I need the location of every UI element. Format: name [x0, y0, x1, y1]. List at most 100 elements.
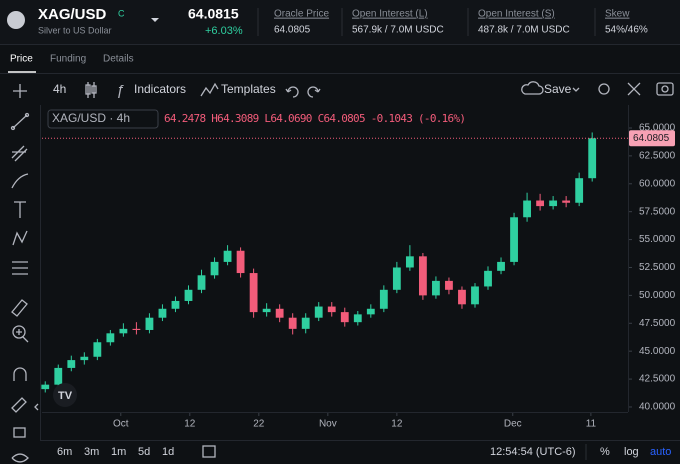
- percent-toggle[interactable]: %: [600, 446, 610, 458]
- save-icon[interactable]: [521, 81, 544, 95]
- save-dropdown[interactable]: [572, 87, 580, 92]
- stat-value: 567.9k / 7.0M USDC: [352, 25, 444, 36]
- y-tick-label: 65.0000: [639, 123, 676, 134]
- candle-body: [458, 289, 466, 305]
- range-button[interactable]: 1d: [162, 446, 174, 458]
- interval[interactable]: 4h: [53, 82, 66, 96]
- range-button[interactable]: 5d: [138, 446, 150, 458]
- y-tick-label: 57.5000: [639, 206, 676, 217]
- legend-symbol: XAG/USD · 4h: [52, 111, 130, 125]
- candle-body: [132, 328, 141, 330]
- candle-body: [549, 200, 558, 207]
- collapse-tools[interactable]: [34, 403, 39, 411]
- tab[interactable]: Price: [10, 54, 33, 65]
- drawing-tools[interactable]: [10, 84, 30, 463]
- candle-body: [353, 314, 362, 323]
- candle-body: [340, 312, 349, 323]
- y-tick-label: 42.5000: [639, 374, 676, 385]
- screenshot[interactable]: [656, 82, 674, 96]
- candle-body: [301, 317, 310, 329]
- x-tick-label: 12: [184, 419, 196, 430]
- screenshot-lens: [661, 85, 669, 93]
- candle-body: [432, 280, 440, 296]
- candle-body: [119, 328, 128, 334]
- candle-body: [93, 342, 102, 357]
- chart-type-icon[interactable]: [85, 82, 97, 98]
- candle-body: [288, 317, 297, 329]
- symbol-name: Silver to US Dollar: [38, 25, 112, 35]
- candle-body: [405, 256, 414, 268]
- candle-body: [145, 317, 154, 330]
- candle-body: [249, 273, 258, 313]
- stat-value: 54%/46%: [605, 25, 648, 36]
- stat-value: 64.0805: [274, 25, 311, 36]
- candle-body: [171, 300, 180, 309]
- x-tick-label: 11: [586, 419, 597, 430]
- symbol-dropdown[interactable]: [151, 18, 159, 22]
- settings[interactable]: [598, 83, 610, 95]
- asset-icon: [7, 11, 25, 29]
- calendar[interactable]: [202, 445, 216, 458]
- candle-body: [471, 286, 479, 305]
- tab[interactable]: Details: [103, 54, 134, 65]
- candle-body: [223, 250, 232, 262]
- y-tick-label: 55.0000: [639, 234, 676, 245]
- templates-icon[interactable]: [200, 82, 219, 97]
- templates-button[interactable]: Templates: [221, 82, 276, 96]
- symbol[interactable]: XAG/USD: [38, 6, 107, 23]
- candle-body: [184, 289, 193, 301]
- legend-ohlc: 64.2478 H64.3089 L64.0690 C64.0805 -0.10…: [164, 112, 466, 125]
- candle-body: [210, 261, 219, 276]
- candle-body: [510, 217, 518, 262]
- candle-body: [536, 200, 545, 207]
- x-tick-label: Dec: [504, 419, 522, 430]
- candle-body: [588, 138, 597, 179]
- log-toggle[interactable]: log: [624, 446, 639, 458]
- range-button[interactable]: 6m: [57, 446, 72, 458]
- candle-body: [158, 308, 167, 318]
- redo[interactable]: [307, 86, 321, 98]
- candle-body: [392, 267, 401, 290]
- y-tick-label: 50.0000: [639, 290, 676, 301]
- last-price-tag: [629, 130, 675, 147]
- range-button[interactable]: 3m: [84, 446, 99, 458]
- price-change: +6.03%: [205, 25, 243, 37]
- stat-label: Skew: [605, 9, 630, 20]
- legend-symbol-box: [47, 109, 159, 129]
- range-button[interactable]: 1m: [111, 446, 126, 458]
- candle-body: [41, 384, 50, 390]
- last-price-label: 64.0805: [633, 133, 670, 144]
- candle-body: [575, 178, 584, 203]
- y-tick-label: 47.5000: [639, 318, 676, 329]
- candle-body: [106, 333, 115, 343]
- y-tick-label: 45.0000: [639, 346, 676, 357]
- x-tick-label: 22: [253, 419, 265, 430]
- candle-body: [366, 308, 375, 315]
- stat-label: Oracle Price: [274, 9, 329, 20]
- undo[interactable]: [285, 86, 299, 98]
- candle-body: [236, 250, 245, 274]
- indicators-button[interactable]: Indicators: [134, 82, 186, 96]
- candle-body: [497, 261, 505, 271]
- x-tick-label: Oct: [113, 419, 129, 430]
- candle-body: [327, 306, 336, 313]
- candle-body: [484, 270, 492, 287]
- y-tick-label: 40.0000: [639, 402, 676, 413]
- auto-toggle[interactable]: auto: [650, 446, 671, 458]
- candle-body: [314, 306, 323, 318]
- save-button[interactable]: Save: [544, 82, 572, 96]
- tab[interactable]: Funding: [50, 54, 86, 65]
- y-tick-label: 62.5000: [639, 151, 676, 162]
- candle-body: [523, 200, 531, 218]
- candle-body: [67, 360, 76, 368]
- fullscreen[interactable]: [627, 82, 641, 96]
- mark-price: 64.0815: [188, 6, 239, 22]
- stats: Oracle Price 64.0805 Open Interest (L) 567.…: [274, 8, 648, 36]
- candle-body: [54, 367, 63, 385]
- candle-body: [445, 280, 453, 290]
- indicators-icon[interactable]: ƒ: [116, 82, 124, 99]
- candle-body: [562, 200, 571, 203]
- candle-body: [262, 308, 271, 313]
